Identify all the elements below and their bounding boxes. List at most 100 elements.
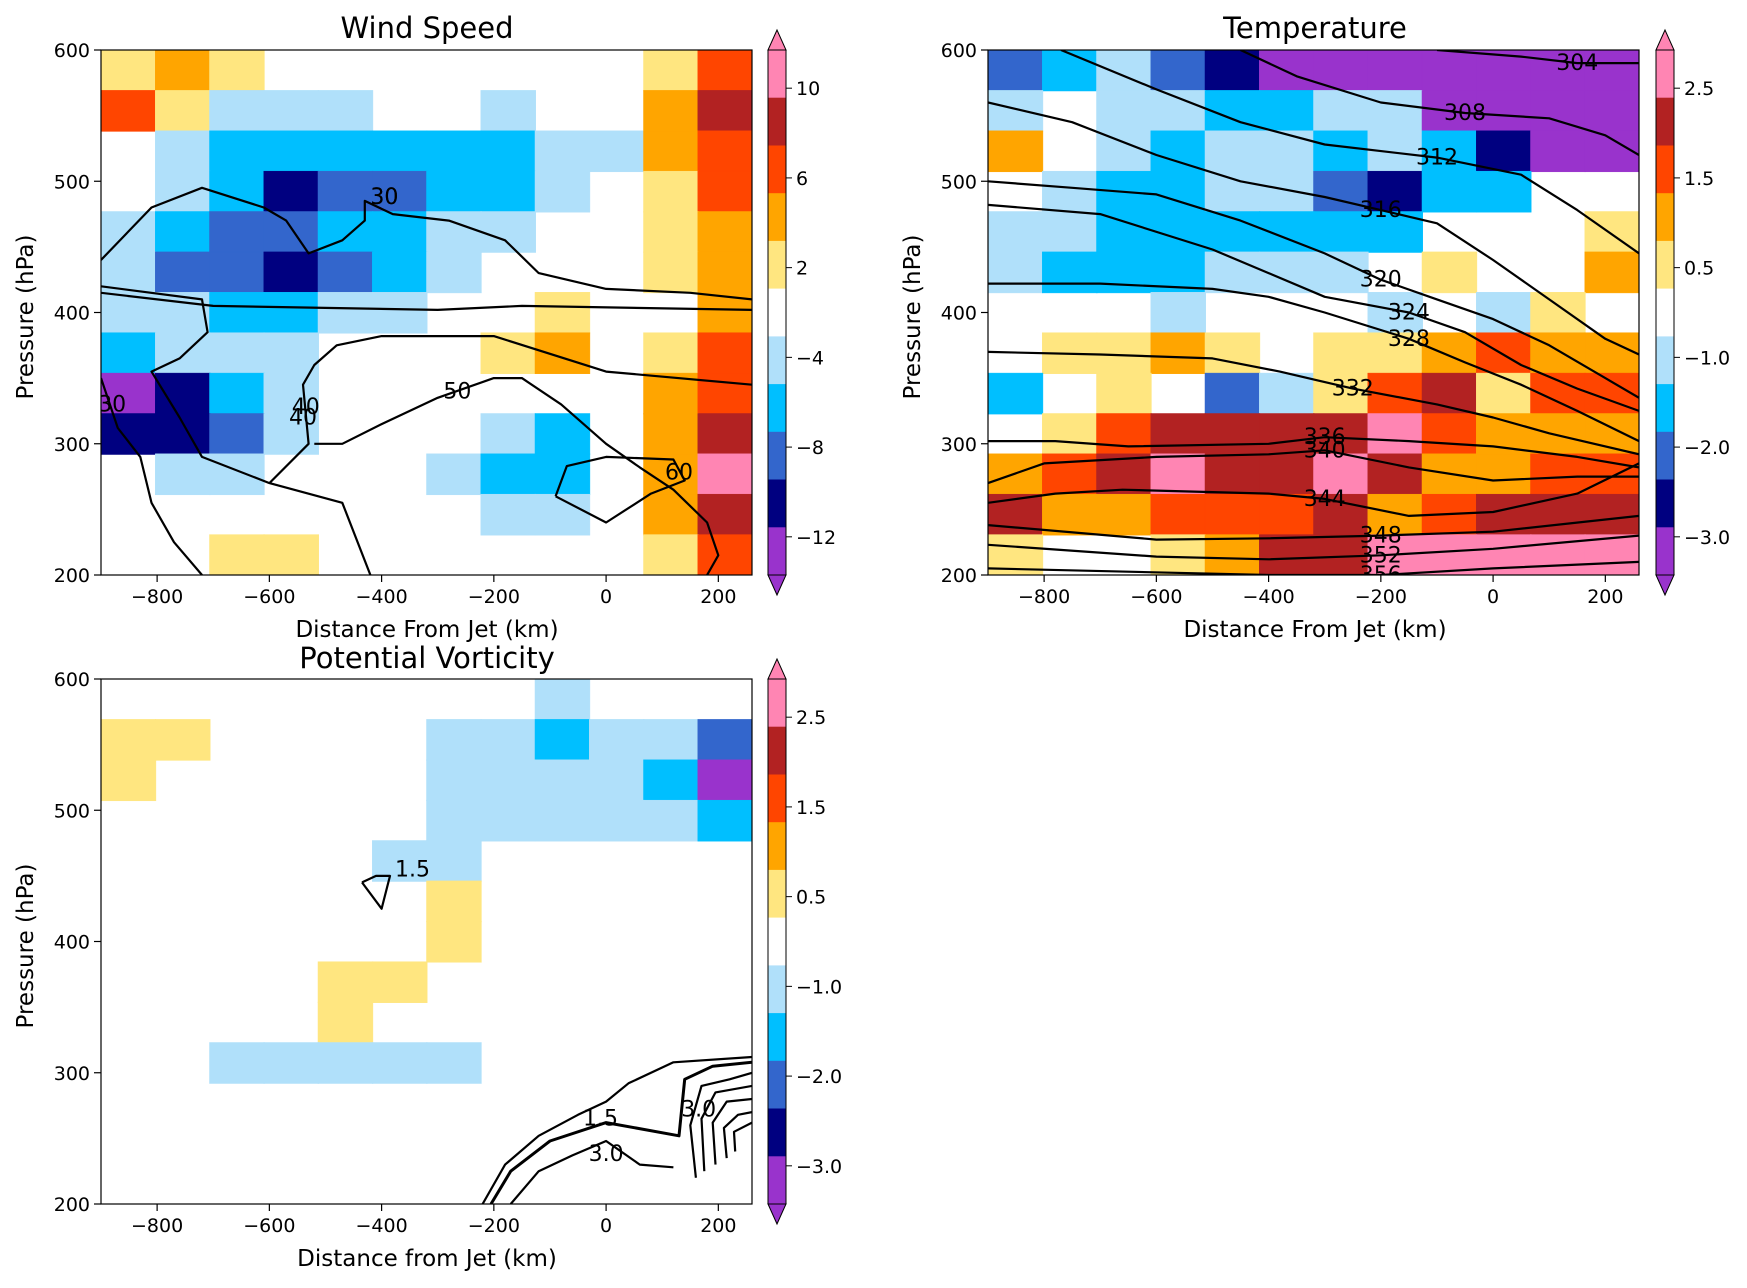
contour-fill-cell: [643, 759, 699, 802]
contour-fill-cell: [263, 251, 319, 294]
contour-fill-cell: [1150, 493, 1206, 536]
x-tick-label: −400: [1243, 586, 1295, 608]
contour-fill-cell: [317, 90, 374, 132]
contour-fill-cell: [1476, 130, 1532, 173]
colorbar-tick-label: −2.0: [796, 1066, 842, 1088]
contour-fill-cell: [263, 170, 319, 213]
y-tick-label: 600: [54, 40, 90, 62]
contour-fill-cell: [1150, 130, 1206, 173]
contour-fill-cell: [480, 799, 536, 842]
contour-line: [988, 436, 1639, 469]
contour-fill-cell: [534, 332, 591, 374]
contour-fill-cell: [1204, 50, 1261, 92]
contour-line: [1436, 50, 1639, 65]
contour-fill-cell: [697, 130, 752, 173]
contour-fill-cell: [534, 453, 591, 496]
contour-fill-cell: [643, 90, 699, 132]
contour-fill-cell: [988, 90, 1044, 132]
contour-fill-cell: [1259, 170, 1315, 213]
contour-fill-cell: [697, 413, 752, 455]
contour-fill-cell: [209, 534, 265, 575]
contour-fill-cell: [1096, 211, 1152, 253]
colorbar-tick-label: 6: [796, 168, 808, 190]
contour-fill-cell: [697, 799, 752, 842]
contour-fill-cell: [209, 1042, 265, 1084]
contour-fill-cell: [1096, 332, 1152, 374]
colorbar-swatch: [768, 479, 786, 528]
contour-fill-cell: [988, 251, 1044, 294]
contour-fill-cell: [263, 1042, 319, 1084]
contour-fill-cell: [589, 799, 645, 842]
contour-line: [268, 335, 752, 484]
contour-fill-cell: [697, 211, 752, 253]
contour-line: [711, 1097, 752, 1165]
contour-fill-cell: [643, 719, 699, 761]
contour-fill-cell: [1150, 453, 1206, 496]
colorbar-extend-bottom: [1655, 574, 1675, 597]
contour-fill-cell: [697, 170, 752, 213]
x-tick-label: −600: [243, 586, 295, 608]
contour-line: [101, 186, 752, 301]
contour-fill-cell: [1476, 453, 1532, 496]
contour-fill-cell: [1150, 534, 1206, 575]
colorbar-tick-label: −12: [796, 527, 836, 549]
contour-fill-cell: [426, 719, 482, 761]
contour-fill-cell: [1042, 211, 1098, 253]
contour-fill-cell: [263, 292, 319, 334]
contour-line: [988, 180, 1639, 399]
contour-fill-cell: [1530, 413, 1586, 455]
contour-label: 30: [98, 392, 126, 417]
colorbar-swatch: [768, 50, 786, 99]
x-tick-label: −200: [468, 1215, 520, 1237]
contour-fill-cell: [1150, 292, 1206, 334]
contour-fill-cell: [426, 921, 482, 963]
colorbar-tick-label: −3.0: [1684, 527, 1730, 549]
colorbar-tick-label: 2: [796, 258, 808, 280]
contour-fill-cell: [1204, 413, 1261, 455]
contour-label: 332: [1332, 377, 1374, 402]
contour-label: 304: [1556, 51, 1598, 76]
contour-line: [988, 534, 1639, 561]
contour-fill-cell: [697, 90, 752, 132]
contour-line: [732, 1121, 752, 1152]
contour-fill-cell: [643, 493, 699, 536]
contour-fill-cell: [1096, 251, 1152, 294]
contour-line: [101, 291, 752, 311]
contour-fill-cell: [534, 759, 591, 802]
contour-fill-cell: [697, 759, 752, 802]
contour-fill-cell: [1042, 413, 1098, 455]
contour-fill-cell: [643, 50, 699, 92]
contour-line: [101, 285, 372, 575]
contour-fill-cell: [1204, 332, 1261, 374]
contour-fill-cell: [480, 332, 536, 374]
contour-fill-cell: [1150, 90, 1206, 132]
contour-fill-cell: [480, 90, 536, 132]
contour-fill-cell: [643, 130, 699, 173]
contour-fill-cell: [155, 130, 211, 173]
contour-fill-cell: [372, 292, 428, 334]
contour-fill-cell: [209, 50, 265, 92]
panel-temperature: Temperature 3563523483443403363323283243…: [900, 11, 1730, 643]
colorbar-swatch: [768, 822, 786, 871]
colorbar-swatch: [1656, 479, 1674, 528]
contour-fill-cell: [101, 90, 157, 132]
contour-fill-cell: [1204, 130, 1261, 173]
contour-fill-cell: [1096, 493, 1152, 536]
contour-fill-cell: [697, 251, 752, 294]
contour-fill-cell: [426, 170, 482, 213]
x-axis-label: Distance From Jet (km): [295, 617, 558, 643]
colorbar: 10 6 2 −4 −8 −12: [767, 28, 836, 597]
contour-fill-cell: [1096, 372, 1152, 415]
y-tick-label: 500: [54, 171, 90, 193]
contour-fill-cell: [534, 130, 591, 173]
colorbar-swatch: [1656, 97, 1674, 146]
contour-fill-cell: [101, 759, 157, 802]
contour-fill-cell: [988, 50, 1044, 92]
contour-line: [554, 455, 686, 524]
contour-fill-cell: [1476, 332, 1532, 374]
contour-fill-cell: [209, 453, 265, 496]
